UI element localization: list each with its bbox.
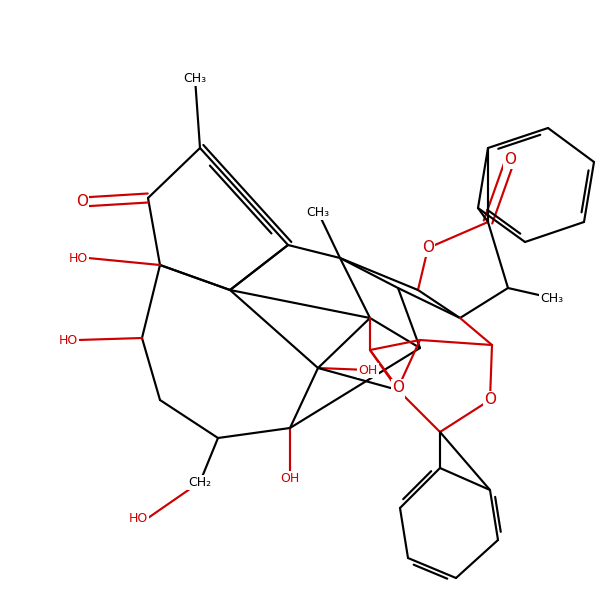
Text: O: O xyxy=(422,241,434,256)
Text: HO: HO xyxy=(59,334,78,346)
Text: HO: HO xyxy=(129,511,148,524)
Text: CH₂: CH₂ xyxy=(188,475,212,488)
Text: O: O xyxy=(392,383,404,397)
Text: O: O xyxy=(484,392,496,407)
Text: CH₃: CH₃ xyxy=(307,205,329,218)
Text: CH₃: CH₃ xyxy=(541,292,563,304)
Text: HO: HO xyxy=(69,251,88,265)
Text: OH: OH xyxy=(358,364,377,377)
Text: O: O xyxy=(504,152,516,167)
Text: CH₃: CH₃ xyxy=(184,71,206,85)
Text: O: O xyxy=(76,194,88,209)
Text: OH: OH xyxy=(280,472,299,485)
Text: O: O xyxy=(392,380,404,395)
